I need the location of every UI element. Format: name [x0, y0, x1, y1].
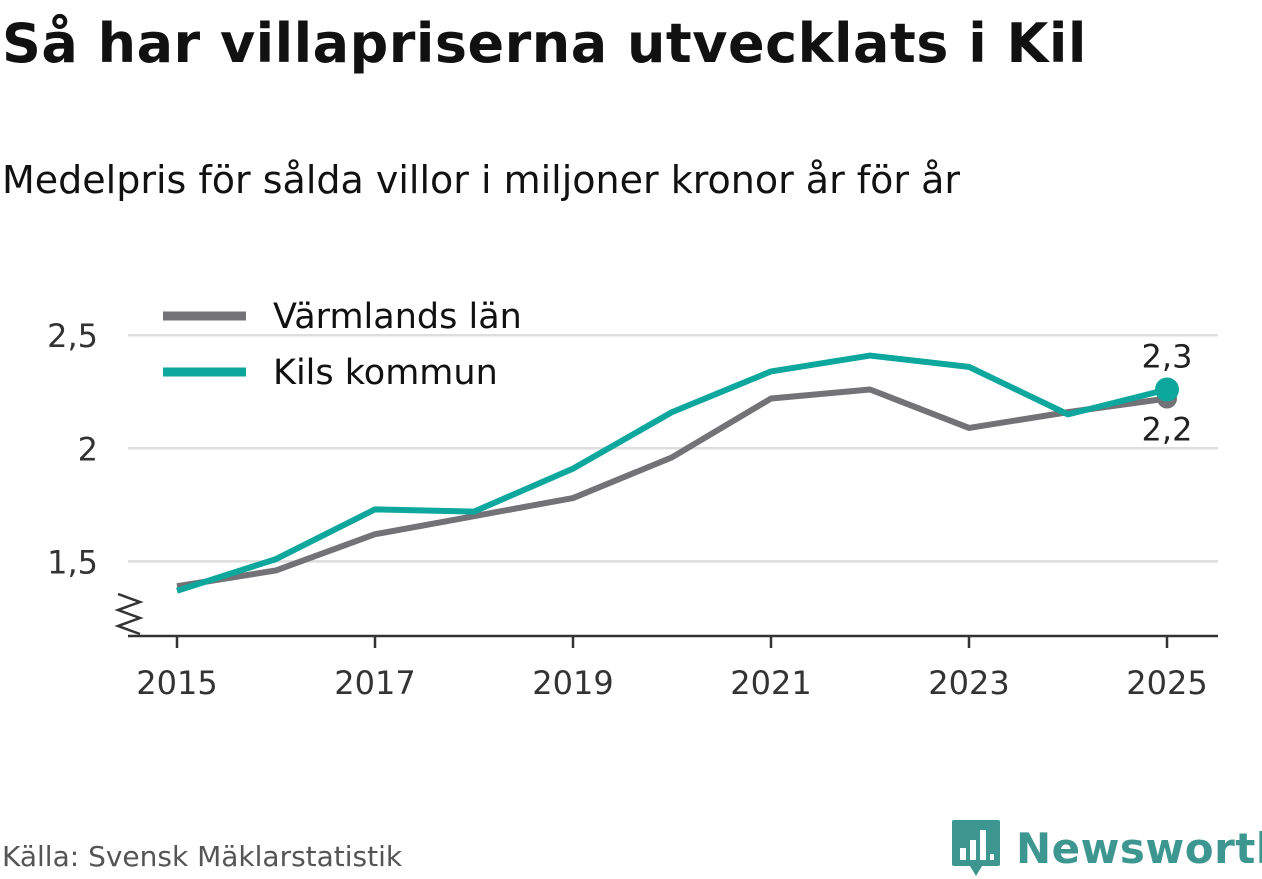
end-label-varmland: 2,2 [1142, 411, 1193, 449]
end-label-kil: 2,3 [1142, 338, 1193, 376]
end-labels: 2,2 2,3 [1142, 338, 1193, 449]
axis-break-icon [114, 592, 144, 636]
x-tick-label: 2019 [532, 664, 613, 702]
series-line-varmland [176, 386, 1168, 590]
y-tick-label: 2,5 [47, 317, 98, 355]
x-tick-label: 2021 [730, 664, 811, 702]
legend-label-kil: Kils kommun [273, 353, 498, 393]
grid-lines: 1,5 2 2,5 [47, 317, 1218, 581]
legend: Värmlands län Kils kommun [163, 297, 522, 393]
end-point-kil [1155, 377, 1179, 402]
x-tick-label: 2015 [136, 664, 217, 702]
series-line-kil [176, 352, 1168, 594]
newsworthy-logo: Newsworthy [950, 818, 1262, 878]
y-tick-label: 1,5 [47, 543, 98, 581]
logo-text: Newsworthy [1016, 823, 1262, 873]
x-tick-label: 2025 [1126, 664, 1207, 702]
source-note: Källa: Svensk Mäklarstatistik [2, 840, 403, 873]
series-lines [176, 352, 1168, 594]
x-tick-label: 2017 [334, 664, 415, 702]
chart-title: Så har villapriserna utvecklats i Kil [2, 12, 1087, 75]
x-tick-label: 2023 [928, 664, 1009, 702]
newsworthy-logo-icon [952, 820, 1000, 876]
y-tick-label: 2 [78, 430, 98, 468]
legend-label-varmland: Värmlands län [273, 297, 522, 337]
axes: 2015 2017 2019 2021 2023 2025 [114, 592, 1218, 702]
chart-subtitle: Medelpris för sålda villor i miljoner kr… [2, 158, 961, 202]
